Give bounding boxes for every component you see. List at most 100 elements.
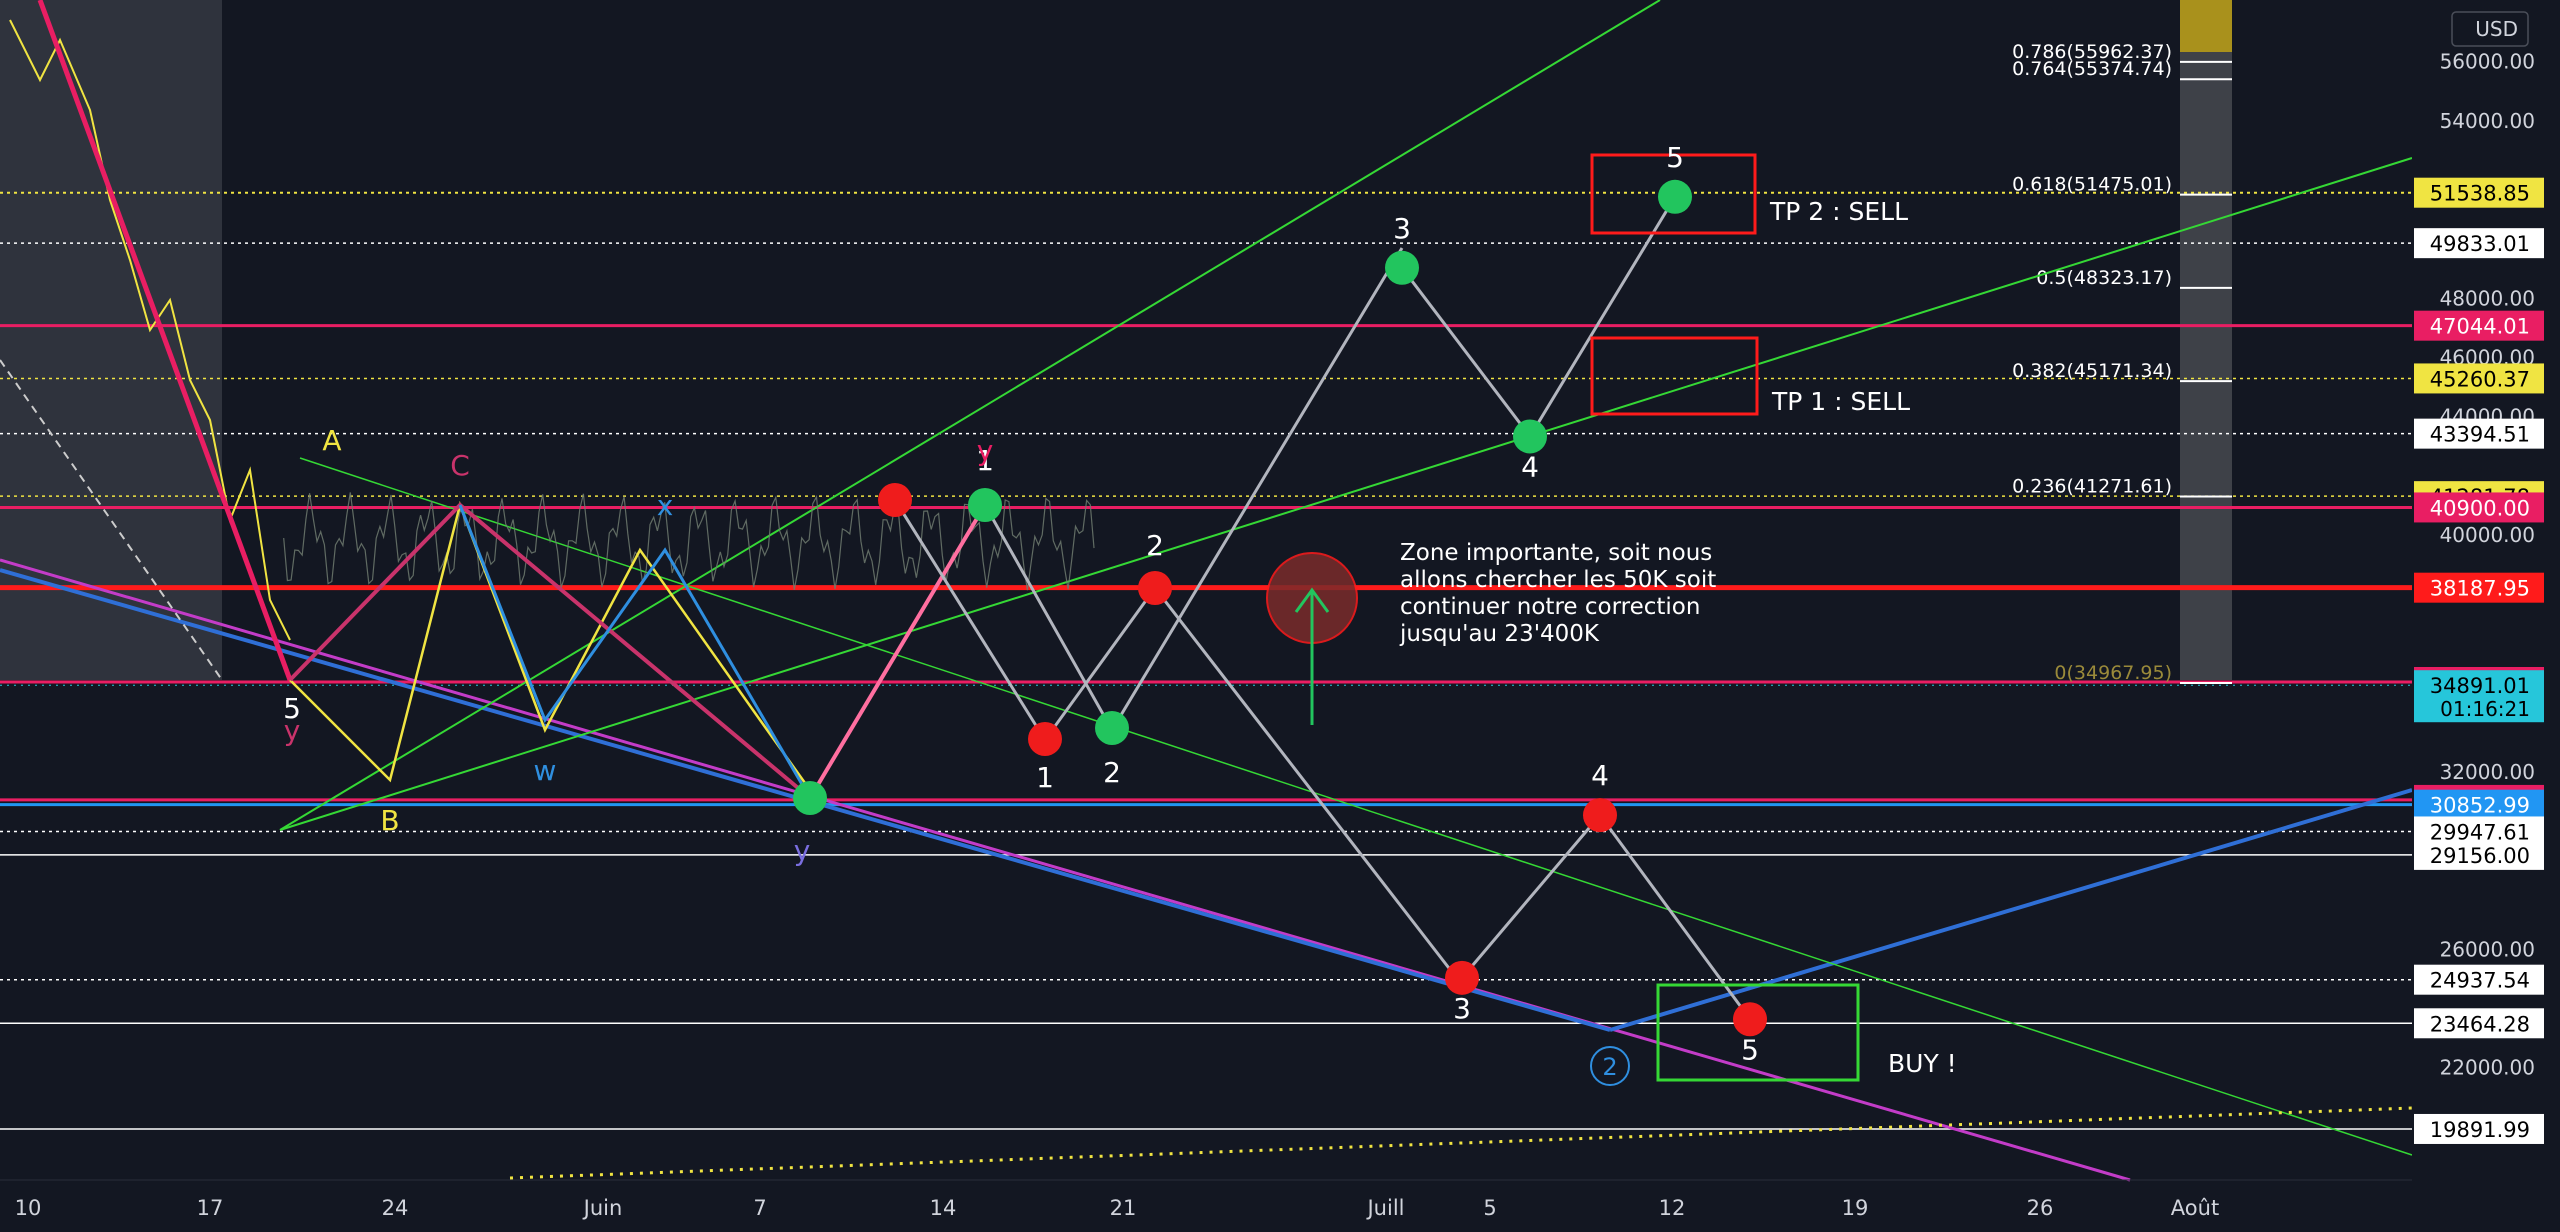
price-tag-label: 49833.01 — [2430, 232, 2530, 256]
wave-label: 3 — [1393, 212, 1411, 245]
price-tag-label: 40900.00 — [2430, 496, 2530, 520]
blue-rising-line — [1609, 788, 2413, 1032]
wave-pink-up — [808, 503, 987, 800]
bear-marker — [1733, 1002, 1767, 1037]
time-tick-label: 7 — [753, 1196, 766, 1220]
pink-impulse — [37, 0, 293, 681]
time-tick-label: 12 — [1659, 1196, 1686, 1220]
tp1-box — [1590, 336, 1759, 416]
price-tag-sub: 01:16:21 — [2440, 697, 2530, 721]
wave-label: A — [322, 424, 341, 457]
price-tag — [2414, 839, 2544, 870]
wave-label: C — [450, 449, 470, 482]
circled-wave-marker — [1590, 1046, 1630, 1086]
price-tick-label: 22000.00 — [2440, 1056, 2535, 1080]
wave-abc-yellow — [289, 500, 812, 791]
bear-path — [893, 499, 1464, 986]
history-zone — [0, 0, 222, 680]
price-tick-label: 40000.00 — [2440, 523, 2535, 547]
currency-box — [2451, 11, 2529, 47]
price-tag-label: 38187.95 — [2430, 577, 2530, 601]
green-descending-line — [299, 457, 2413, 1156]
time-tick-label: 5 — [1483, 1196, 1496, 1220]
bear-marker — [878, 483, 912, 517]
fib-label: 0.5(48323.17) — [2036, 267, 2172, 289]
bull-marker — [1513, 419, 1547, 454]
buy-label: BUY ! — [1888, 1049, 1957, 1078]
price-tag — [2414, 310, 2544, 341]
price-tag-label: 51538.85 — [2430, 182, 2530, 206]
price-tag-label: 19891.99 — [2430, 1118, 2530, 1142]
currency-unit: USD — [2475, 17, 2518, 41]
fib-label: 0.618(51475.01) — [2012, 174, 2172, 196]
bear-marker — [1028, 722, 1062, 756]
price-tag — [2414, 492, 2544, 523]
wave-label: B — [380, 804, 399, 837]
time-tick-label: Juin — [582, 1196, 623, 1220]
wave-label: 2 — [1146, 529, 1164, 562]
wave-label: 1 — [1036, 761, 1054, 794]
price-tag — [2414, 1113, 2544, 1144]
bear-marker — [1583, 798, 1617, 833]
price-tag — [2414, 670, 2544, 723]
time-tick-label: 24 — [382, 1196, 409, 1220]
price-tag-label: 24937.54 — [2430, 969, 2530, 993]
bear-marker — [1138, 571, 1172, 605]
zone-note-line: continuer notre correction — [1400, 594, 1700, 620]
fib-label: 0.786(55962.37) — [2012, 41, 2172, 63]
wave-label: y — [794, 834, 811, 867]
price-tag — [2414, 964, 2544, 995]
wave-label: 4 — [1591, 759, 1609, 792]
price-tag-label: 30852.99 — [2430, 794, 2530, 818]
fib-label: 0.764(55374.74) — [2012, 58, 2172, 80]
fib-label: 0.236(41271.61) — [2012, 475, 2172, 497]
wave-label: 4 — [1521, 450, 1539, 483]
time-tick-label: 17 — [197, 1196, 224, 1220]
time-tick-label: 19 — [1842, 1196, 1869, 1220]
white-dashed-line — [0, 359, 223, 681]
price-tick-label: 26000.00 — [2440, 937, 2535, 961]
price-tick-label: 56000.00 — [2440, 50, 2535, 74]
zone-note-line: allons chercher les 50K soit — [1400, 567, 1716, 593]
zone-note-line: Zone importante, soit nous — [1400, 540, 1712, 566]
magenta-trendline — [0, 558, 2131, 1182]
time-tick-label: Août — [2171, 1196, 2219, 1220]
time-tick-label: 21 — [1110, 1196, 1137, 1220]
tp2-box — [1590, 153, 1757, 235]
bear-marker — [1445, 960, 1479, 995]
price-tag-label: 29156.00 — [2430, 844, 2530, 868]
tp2-label: TP 2 : SELL — [1769, 197, 1908, 226]
wave-label: 5 — [283, 692, 301, 725]
price-tick-label: 48000.00 — [2440, 286, 2535, 310]
price-candles — [283, 492, 1095, 591]
price-tick-label: 54000.00 — [2440, 109, 2535, 133]
price-tag — [2414, 228, 2544, 259]
price-tag-label: 23464.28 — [2430, 1012, 2530, 1036]
wave-label: y — [284, 714, 301, 747]
green-channel-lower — [279, 157, 2413, 831]
tp1-label: TP 1 : SELL — [1771, 387, 1910, 416]
price-tag-label: 47044.01 — [2430, 315, 2530, 339]
price-tag-label: 34891.01 — [2430, 674, 2530, 698]
fib-column-top — [2180, 0, 2232, 52]
price-tag — [2414, 418, 2544, 449]
yellow-dotted-line — [509, 1106, 2413, 1180]
wave-label: x — [657, 489, 674, 522]
wave-label: 1 — [976, 444, 994, 477]
time-tick-label: 26 — [2027, 1196, 2054, 1220]
fib-label: 0.382(45171.34) — [2012, 360, 2172, 382]
wave-label: 2 — [1602, 1053, 1617, 1081]
wave-label: 3 — [1453, 992, 1471, 1025]
price-tick-label: 32000.00 — [2440, 760, 2535, 784]
bull-marker — [1658, 179, 1692, 214]
zone-note-line: jusqu'au 23'400K — [1399, 621, 1600, 647]
price-tag — [2414, 572, 2544, 603]
time-tick-label: 14 — [930, 1196, 957, 1220]
fib-label: 0(34967.95) — [2054, 662, 2172, 684]
price-tag — [2414, 1008, 2544, 1039]
wave-label: 5 — [1741, 1033, 1759, 1066]
time-tick-label: Juill — [1365, 1196, 1404, 1220]
wave-label: 2 — [1103, 756, 1121, 789]
price-tag-label: 43394.51 — [2430, 423, 2530, 447]
